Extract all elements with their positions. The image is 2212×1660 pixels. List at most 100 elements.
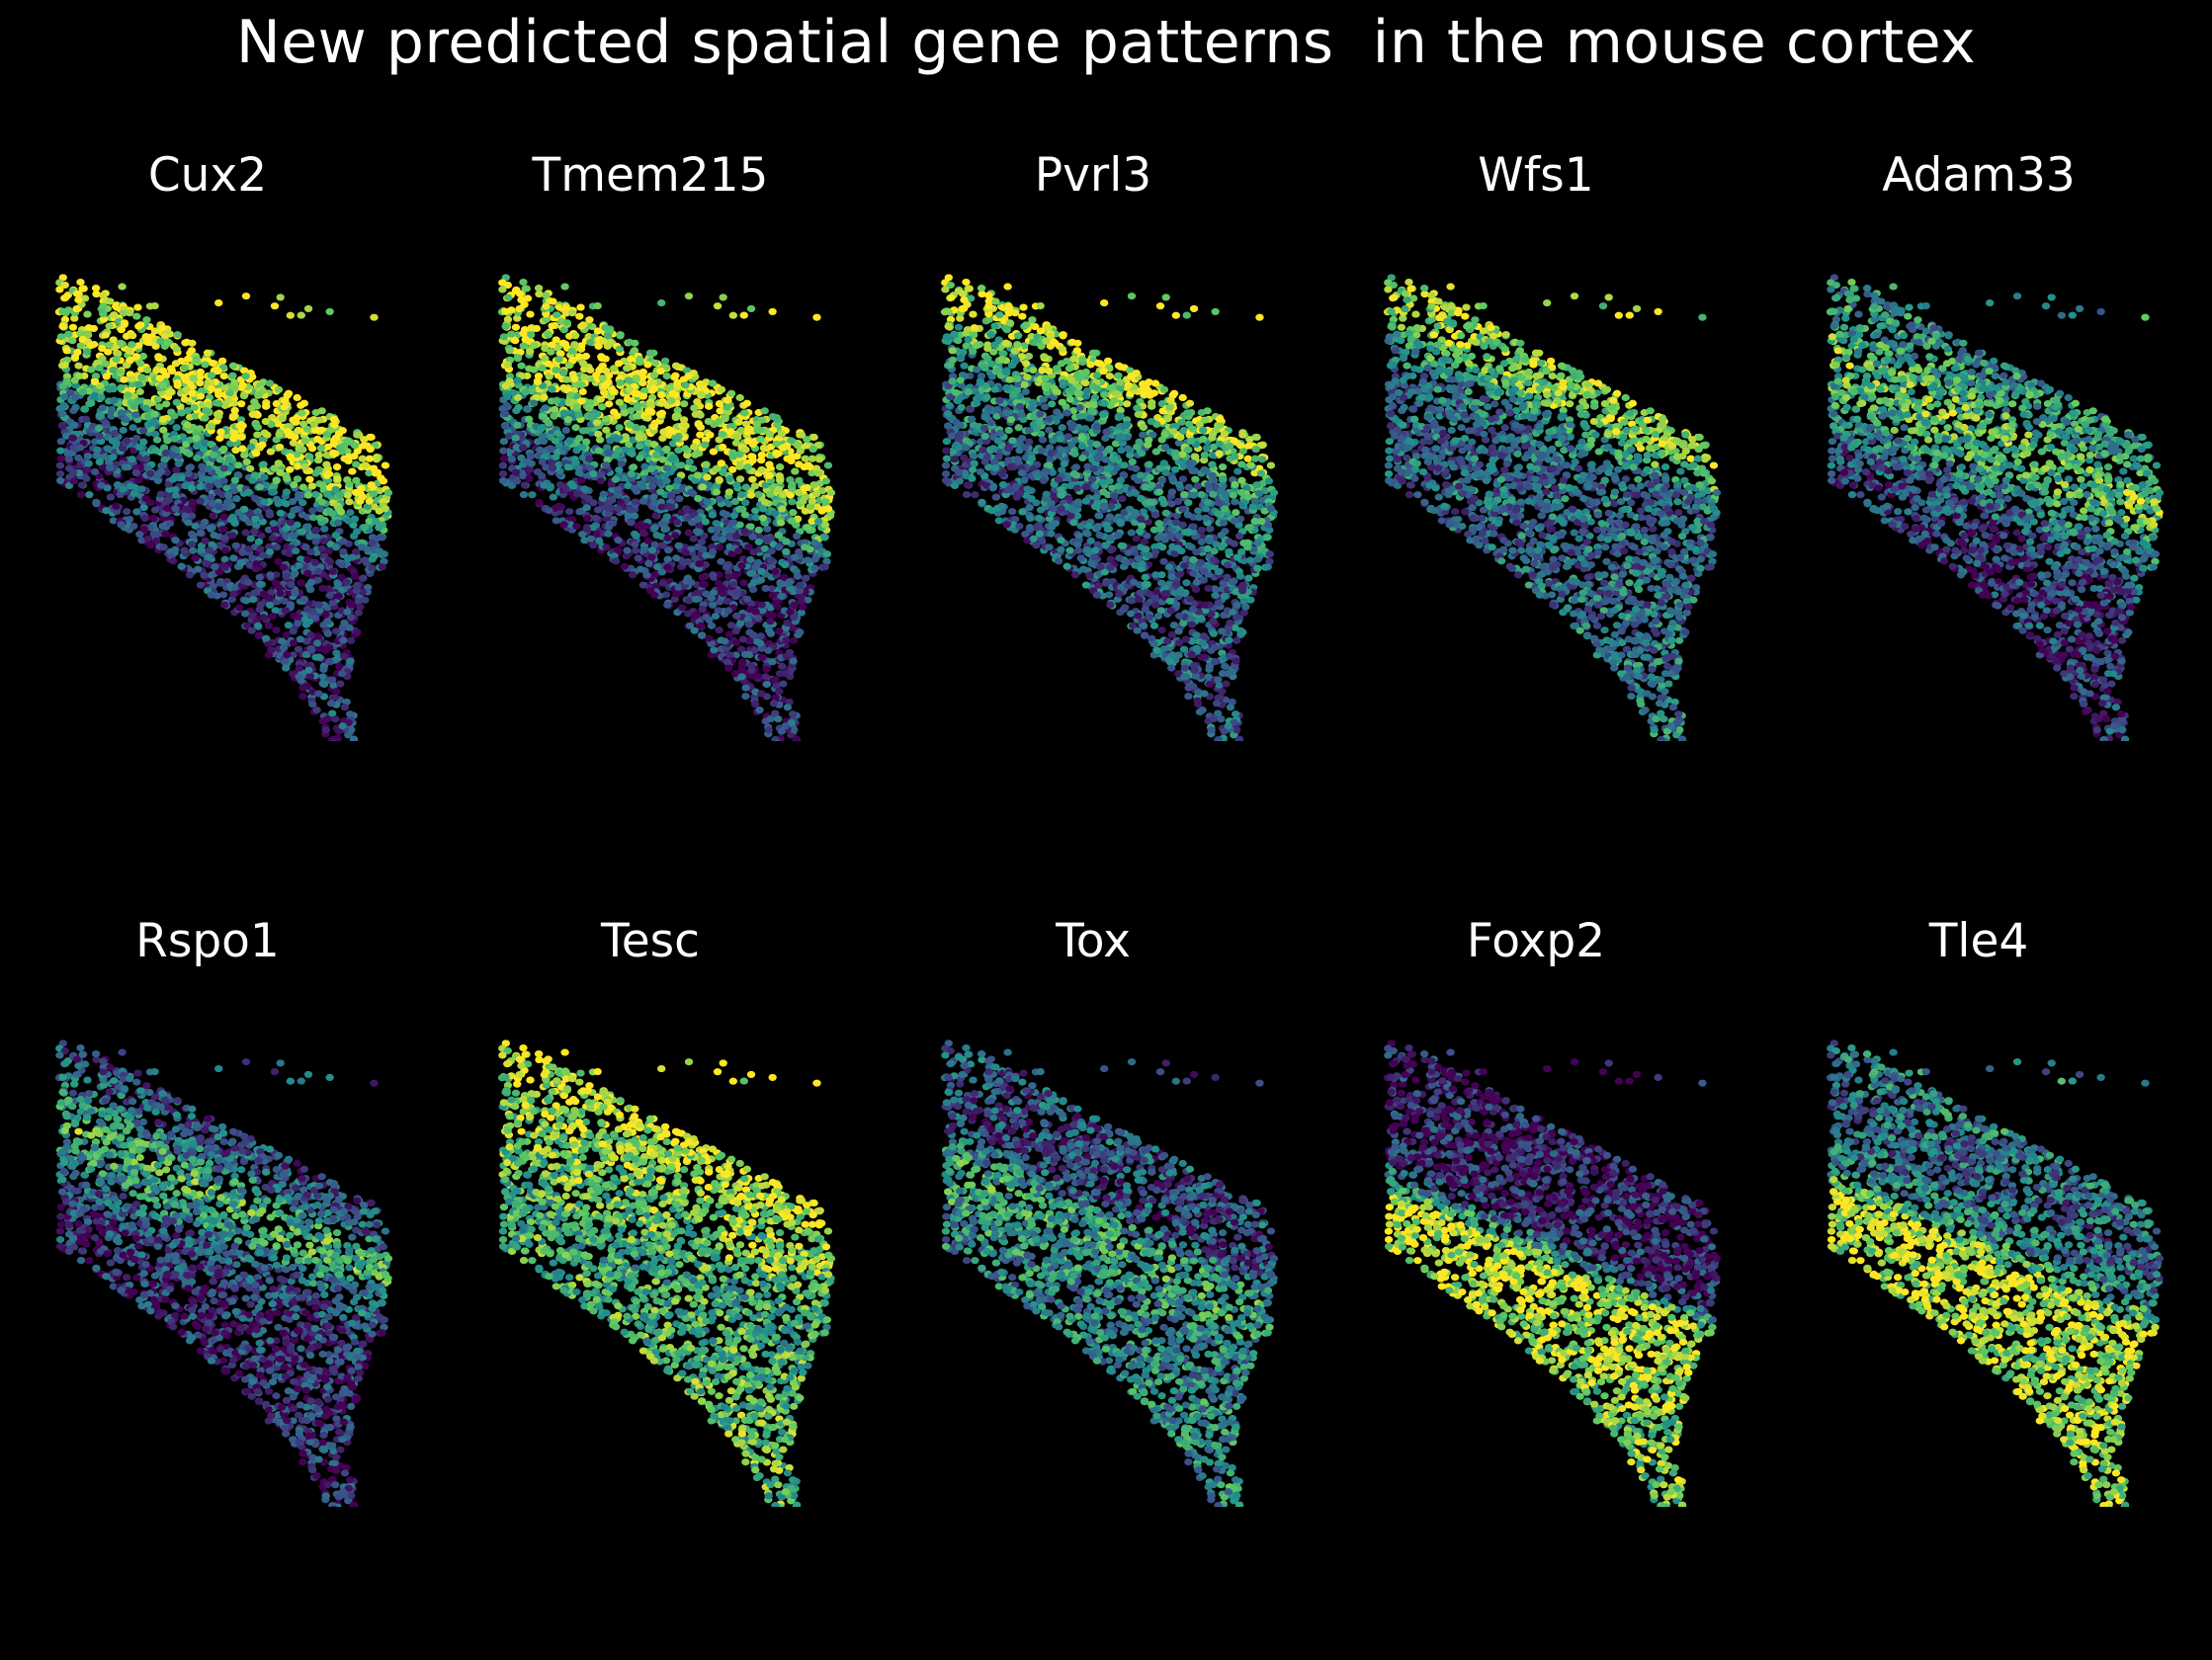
cell-point bbox=[180, 395, 190, 403]
cell-point bbox=[86, 342, 96, 350]
cell-point bbox=[210, 532, 218, 540]
cell-point bbox=[290, 481, 298, 489]
cell-point bbox=[526, 310, 535, 318]
cell-point bbox=[645, 349, 655, 357]
cell-point bbox=[517, 295, 526, 304]
cell-point bbox=[511, 434, 520, 442]
cell-point bbox=[539, 412, 548, 420]
cell-point bbox=[301, 621, 311, 628]
cell-point bbox=[579, 321, 588, 329]
cell-point bbox=[498, 461, 508, 469]
cell-point bbox=[772, 440, 781, 448]
cell-point bbox=[274, 557, 283, 565]
cell-point bbox=[803, 436, 811, 444]
cell-point bbox=[329, 440, 338, 448]
cell-point bbox=[201, 414, 210, 422]
cell-point bbox=[783, 619, 792, 626]
cell-point bbox=[68, 434, 77, 442]
cell-point bbox=[698, 483, 708, 491]
cell-point bbox=[118, 444, 128, 453]
cell-point bbox=[663, 384, 673, 392]
cell-point bbox=[294, 426, 303, 435]
cell-point bbox=[708, 511, 717, 519]
cell-point bbox=[319, 665, 328, 674]
cell-point bbox=[293, 475, 302, 483]
cell-point bbox=[735, 521, 744, 529]
cell-point bbox=[265, 601, 275, 609]
cell-point bbox=[300, 463, 309, 471]
cell-point bbox=[613, 435, 622, 443]
cell-point bbox=[624, 482, 633, 490]
cell-point bbox=[207, 440, 215, 449]
cell-point bbox=[353, 628, 362, 636]
cell-point bbox=[702, 465, 711, 473]
cell-point bbox=[339, 652, 349, 660]
cell-point bbox=[630, 347, 639, 355]
cell-point bbox=[358, 493, 368, 501]
cell-point bbox=[315, 514, 325, 522]
cell-point bbox=[561, 485, 570, 493]
cell-point bbox=[793, 442, 803, 450]
cell-point bbox=[749, 631, 758, 639]
cell-point bbox=[104, 458, 114, 466]
cell-point bbox=[103, 445, 113, 453]
cell-point bbox=[578, 531, 587, 539]
cell-point bbox=[112, 355, 121, 364]
cell-point bbox=[339, 442, 349, 450]
cell-point bbox=[1059, 331, 1067, 339]
cell-point bbox=[196, 392, 206, 400]
cell-point bbox=[303, 304, 313, 312]
cell-point bbox=[662, 464, 672, 472]
cell-point bbox=[771, 599, 780, 607]
cell-point bbox=[747, 666, 756, 674]
cell-point bbox=[181, 512, 190, 520]
cell-point bbox=[702, 614, 711, 622]
cell-point bbox=[225, 440, 235, 448]
cell-point bbox=[236, 558, 245, 567]
cell-point bbox=[978, 290, 986, 298]
cell-point bbox=[757, 653, 766, 661]
cell-point bbox=[599, 337, 608, 345]
cell-point bbox=[1157, 400, 1167, 408]
cell-point bbox=[615, 466, 624, 474]
cell-point bbox=[379, 477, 388, 485]
cell-point bbox=[631, 389, 639, 397]
cell-point bbox=[58, 410, 67, 418]
cell-point bbox=[814, 518, 823, 526]
cell-point bbox=[568, 356, 578, 364]
cell-point bbox=[788, 480, 797, 488]
cell-point bbox=[501, 307, 510, 315]
cell-point bbox=[184, 469, 193, 478]
cell-point bbox=[725, 423, 735, 431]
cell-point bbox=[537, 424, 547, 432]
cell-point bbox=[800, 484, 808, 492]
cell-point bbox=[120, 319, 129, 327]
cell-point bbox=[276, 468, 285, 476]
cell-point bbox=[570, 332, 580, 340]
cell-point bbox=[568, 482, 578, 490]
cell-point bbox=[303, 569, 312, 577]
cell-point bbox=[627, 469, 636, 478]
cell-point bbox=[620, 562, 629, 570]
cell-point bbox=[295, 664, 304, 672]
cell-point bbox=[554, 502, 563, 510]
cell-point bbox=[368, 564, 377, 572]
cell-point bbox=[739, 579, 748, 587]
cell-point bbox=[663, 534, 672, 542]
cell-point bbox=[603, 332, 613, 340]
cell-point bbox=[268, 612, 278, 621]
cell-point bbox=[207, 384, 216, 392]
cell-point bbox=[771, 676, 780, 684]
cell-point bbox=[358, 455, 367, 462]
cell-point bbox=[586, 338, 595, 346]
cell-point bbox=[672, 554, 681, 562]
cell-point bbox=[347, 601, 356, 609]
cell-point bbox=[742, 595, 752, 603]
cell-point bbox=[267, 646, 276, 654]
cell-point bbox=[499, 447, 508, 455]
cell-point bbox=[312, 706, 321, 714]
cell-point bbox=[248, 476, 257, 484]
cell-point bbox=[323, 715, 332, 723]
cell-point bbox=[542, 315, 552, 323]
cell-point bbox=[282, 500, 291, 508]
